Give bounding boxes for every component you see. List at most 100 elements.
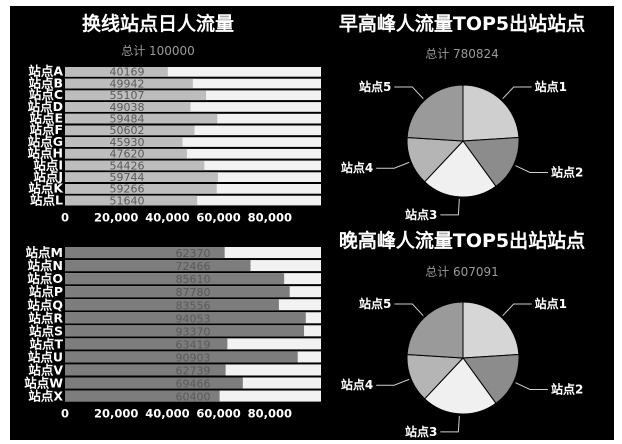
bar-category-label: 站点G	[28, 134, 63, 149]
bar-chart-1-title: 换线站点日人流量	[82, 12, 234, 35]
bar-chart-1-plot: 站点A 40169 站点B 49942 站点C 55107 站点D 49038 站点E 59484…	[28, 64, 321, 224]
bar-data-label: 59744	[110, 171, 145, 184]
bar-category-label: 站点R	[28, 310, 63, 325]
pie-chart-2-subtitle: 总计 607091	[425, 265, 499, 279]
pie-slice-label: 站点2	[551, 382, 583, 397]
bar-chart-1-subtitle: 总计 100000	[121, 44, 195, 58]
pie-leader-line	[440, 415, 460, 433]
bar-data-label: 93370	[176, 325, 211, 338]
pie-slice-label: 站点4	[341, 160, 373, 175]
bar-data-label: 94053	[176, 312, 211, 325]
pie-chart-1-plot: 站点1 站点2 站点3 站点4 站点5	[341, 79, 583, 222]
bar-data-label: 55107	[110, 89, 145, 102]
pie-chart-2-title: 晚高峰人流量TOP5出站站点	[339, 229, 585, 252]
pie-leader-line	[515, 382, 548, 391]
pie-leader-line	[394, 86, 424, 100]
bar-data-label: 49038	[110, 101, 145, 114]
bar	[65, 338, 228, 350]
pie-slice	[462, 301, 520, 359]
bar	[65, 312, 306, 324]
bar-category-label: 站点S	[29, 323, 63, 338]
bar	[65, 67, 168, 77]
pie-chart-1-subtitle: 总计 780824	[425, 47, 499, 61]
pie-slice-label: 站点5	[359, 79, 391, 94]
pie-leader-line	[376, 378, 410, 386]
bar-data-label: 50602	[110, 124, 145, 137]
bar	[65, 325, 305, 337]
bar	[65, 160, 205, 171]
bar	[65, 247, 225, 259]
bar	[65, 299, 279, 311]
pie-slice-label: 站点5	[359, 296, 391, 311]
x-tick-label: 80,000	[248, 407, 292, 421]
bar-data-label: 72466	[176, 260, 211, 273]
bar-data-label: 90903	[176, 351, 211, 364]
bar-category-label: 站点H	[28, 146, 63, 161]
bar-data-label: 54426	[110, 159, 145, 172]
bar-data-label: 69466	[176, 378, 211, 391]
bar	[65, 90, 207, 101]
x-tick-label: 0	[61, 210, 69, 224]
bar-data-label: 87780	[176, 286, 211, 299]
dashboard-frame: 换线站点日人流量 总计 100000 早高峰人流量TOP5出站站点 总计 780…	[10, 6, 614, 440]
bar	[65, 390, 220, 402]
bar	[65, 113, 218, 124]
pie-slice-label: 站点1	[535, 79, 567, 94]
bar-data-label: 59484	[110, 113, 145, 126]
pie-leader-line	[502, 303, 532, 317]
pie-slice-label: 站点1	[535, 296, 567, 311]
bar-data-label: 51640	[110, 194, 145, 207]
bar	[65, 102, 191, 112]
x-tick-label: 80,000	[248, 210, 292, 224]
pie-slice	[462, 136, 520, 188]
x-tick-label: 20,000	[94, 407, 138, 421]
bar	[65, 125, 195, 136]
pie-leader-line	[376, 161, 410, 169]
bar-category-label: 站点W	[24, 376, 63, 391]
bar	[65, 364, 226, 376]
bar-data-label: 63419	[176, 338, 211, 351]
bar-data-label: 62739	[176, 365, 211, 378]
bar-chart-2-plot: 站点M 62370 站点N 72466 站点O 85610 站点P 87780 站点Q 83556…	[24, 245, 321, 421]
bar	[65, 148, 187, 159]
bar	[65, 260, 251, 272]
bar	[65, 172, 218, 182]
pie-leader-line	[440, 198, 460, 216]
pie-slice-label: 站点3	[405, 424, 437, 439]
bar-data-label: 47620	[110, 148, 145, 161]
pie-chart-2-plot: 站点1 站点2 站点3 站点4 站点5	[341, 296, 583, 439]
pie-slice	[406, 84, 464, 142]
bar-category-label: 站点T	[29, 336, 63, 351]
bar-category-label: 站点Q	[27, 297, 63, 312]
bar	[65, 195, 198, 206]
bar-data-label: 59266	[110, 183, 145, 196]
bar-data-label: 60400	[176, 391, 211, 404]
pie-slice-label: 站点4	[341, 377, 373, 392]
bar	[65, 184, 217, 194]
bar-category-label: 站点U	[28, 349, 63, 364]
bar-category-label: 站点A	[28, 64, 63, 79]
bar-category-label: 站点L	[30, 192, 63, 207]
bar-category-label: 站点E	[29, 111, 63, 126]
pie-slice	[462, 353, 520, 405]
bar-data-label: 45930	[110, 136, 145, 149]
pie-slice	[462, 84, 520, 142]
bar-category-label: 站点J	[33, 169, 63, 184]
bar-track	[65, 148, 321, 159]
pie-slice-label: 站点3	[405, 207, 437, 222]
pie-slice	[423, 140, 497, 198]
x-tick-label: 60,000	[196, 210, 240, 224]
bar-category-label: 站点P	[29, 284, 63, 299]
x-tick-label: 40,000	[145, 210, 189, 224]
bar	[65, 78, 193, 89]
pie-leader-line	[515, 165, 548, 174]
bar-data-label: 62370	[176, 247, 211, 260]
bar-category-label: 站点D	[28, 99, 63, 114]
bar	[65, 273, 285, 285]
bar-track	[65, 102, 321, 112]
bar-category-label: 站点O	[27, 271, 63, 286]
dashboard-canvas: 换线站点日人流量 总计 100000 早高峰人流量TOP5出站站点 总计 780…	[24, 12, 585, 439]
bar-category-label: 站点I	[33, 157, 63, 172]
bar-category-label: 站点B	[28, 75, 63, 90]
bar-category-label: 站点V	[28, 363, 63, 378]
